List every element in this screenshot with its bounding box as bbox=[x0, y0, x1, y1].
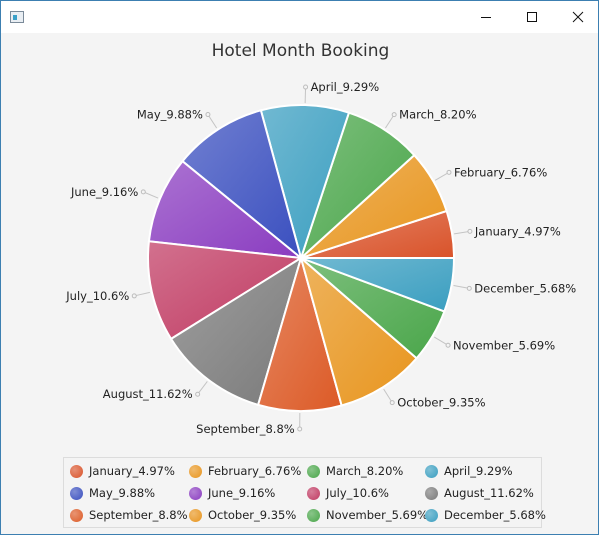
legend-item: March_8.20% bbox=[307, 462, 403, 480]
legend-color-swatch bbox=[425, 486, 438, 500]
slice-label: December_5.68% bbox=[474, 281, 576, 295]
legend-color-swatch bbox=[189, 486, 202, 500]
pie-slice-5 bbox=[181, 109, 303, 261]
legend-label: January_4.97% bbox=[89, 464, 175, 478]
label-leader-line bbox=[134, 291, 150, 297]
legend-item: November_5.69% bbox=[307, 506, 428, 524]
label-leader-line bbox=[383, 388, 393, 403]
maximize-button[interactable] bbox=[509, 1, 555, 33]
legend-color-swatch bbox=[189, 464, 202, 478]
pie-slice-12 bbox=[300, 257, 456, 313]
legend-color-swatch bbox=[70, 508, 83, 522]
legend-item: October_9.35% bbox=[189, 506, 296, 524]
slice-label: May_9.88% bbox=[137, 108, 203, 122]
legend-label: July_10.6% bbox=[326, 486, 389, 500]
slice-label: February_6.76% bbox=[454, 165, 547, 179]
label-leader-dot bbox=[205, 112, 211, 118]
label-leader-line bbox=[385, 114, 395, 129]
label-leader-dot bbox=[131, 293, 137, 299]
label-leader-line bbox=[143, 191, 159, 199]
legend-item: April_9.29% bbox=[425, 462, 513, 480]
slice-label: October_9.35% bbox=[397, 396, 485, 410]
legend-color-swatch bbox=[425, 508, 438, 522]
label-leader-line bbox=[207, 114, 218, 129]
label-leader-line bbox=[453, 285, 470, 289]
legend-item: September_8.8% bbox=[70, 506, 188, 524]
legend-color-swatch bbox=[307, 464, 320, 478]
slice-label: November_5.69% bbox=[453, 338, 555, 352]
legend-item: February_6.76% bbox=[189, 462, 301, 480]
pie-slice-4 bbox=[259, 104, 351, 262]
legend-color-swatch bbox=[189, 508, 202, 522]
label-leader-dot bbox=[303, 84, 309, 90]
pie-slice-10 bbox=[299, 255, 419, 407]
slice-label: April_9.29% bbox=[311, 80, 380, 94]
label-leader-line bbox=[434, 171, 450, 181]
legend-label: March_8.20% bbox=[326, 464, 404, 478]
app-icon bbox=[10, 11, 24, 23]
legend-label: September_8.8% bbox=[89, 508, 188, 522]
pie-slice-9 bbox=[256, 254, 343, 412]
label-leader-dot bbox=[466, 285, 472, 291]
maximize-icon bbox=[527, 12, 537, 22]
slice-label: June_9.16% bbox=[70, 185, 138, 199]
legend-item: June_9.16% bbox=[189, 484, 275, 502]
legend-item: August_11.62% bbox=[425, 484, 534, 502]
legend-label: February_6.76% bbox=[208, 464, 302, 478]
legend-label: August_11.62% bbox=[444, 486, 534, 500]
legend-color-swatch bbox=[70, 464, 83, 478]
close-icon bbox=[572, 11, 584, 23]
legend-item: January_4.97% bbox=[70, 462, 175, 480]
slice-label: March_8.20% bbox=[399, 108, 476, 122]
pie-slice-6 bbox=[147, 159, 305, 260]
minimize-icon bbox=[481, 17, 491, 18]
label-leader-line bbox=[197, 381, 208, 395]
label-leader-dot bbox=[389, 400, 395, 406]
legend-item: December_5.68% bbox=[425, 506, 546, 524]
slice-label: August_11.62% bbox=[103, 387, 193, 401]
minimize-button[interactable] bbox=[463, 1, 509, 33]
label-leader-dot bbox=[195, 391, 201, 397]
legend-color-swatch bbox=[307, 486, 320, 500]
legend-label: April_9.29% bbox=[444, 464, 513, 478]
label-leader-dot bbox=[391, 112, 397, 118]
legend-label: May_9.88% bbox=[89, 486, 156, 500]
slice-label: July_10.6% bbox=[65, 289, 129, 303]
pie-chart: January_4.97% February_6.76% March_8.20% Ap… bbox=[65, 80, 576, 436]
legend-color-swatch bbox=[425, 464, 438, 478]
slice-label: January_4.97% bbox=[474, 224, 561, 238]
legend-label: October_9.35% bbox=[208, 508, 297, 522]
slice-label: September_8.8% bbox=[196, 422, 295, 436]
label-leader-dot bbox=[445, 342, 451, 348]
legend-item: May_9.88% bbox=[70, 484, 155, 502]
label-leader-line bbox=[454, 230, 470, 235]
pie-slice-7 bbox=[147, 240, 304, 341]
chart-legend: January_4.97% February_6.76% March_8.20% Ap… bbox=[63, 457, 546, 528]
title-bar bbox=[1, 1, 598, 33]
legend-color-swatch bbox=[70, 486, 83, 500]
label-leader-dot bbox=[140, 189, 146, 195]
legend-label: December_5.68% bbox=[444, 508, 546, 522]
legend-label: June_9.16% bbox=[208, 486, 276, 500]
legend-color-swatch bbox=[307, 508, 320, 522]
label-leader-dot bbox=[297, 426, 303, 432]
label-leader-line bbox=[434, 336, 449, 346]
label-leader-dot bbox=[446, 169, 452, 175]
legend-label: November_5.69% bbox=[326, 508, 429, 522]
legend-item: July_10.6% bbox=[307, 484, 389, 502]
label-leader-dot bbox=[467, 228, 473, 234]
chart-title: Hotel Month Booking bbox=[211, 41, 390, 61]
close-button[interactable] bbox=[555, 1, 599, 33]
